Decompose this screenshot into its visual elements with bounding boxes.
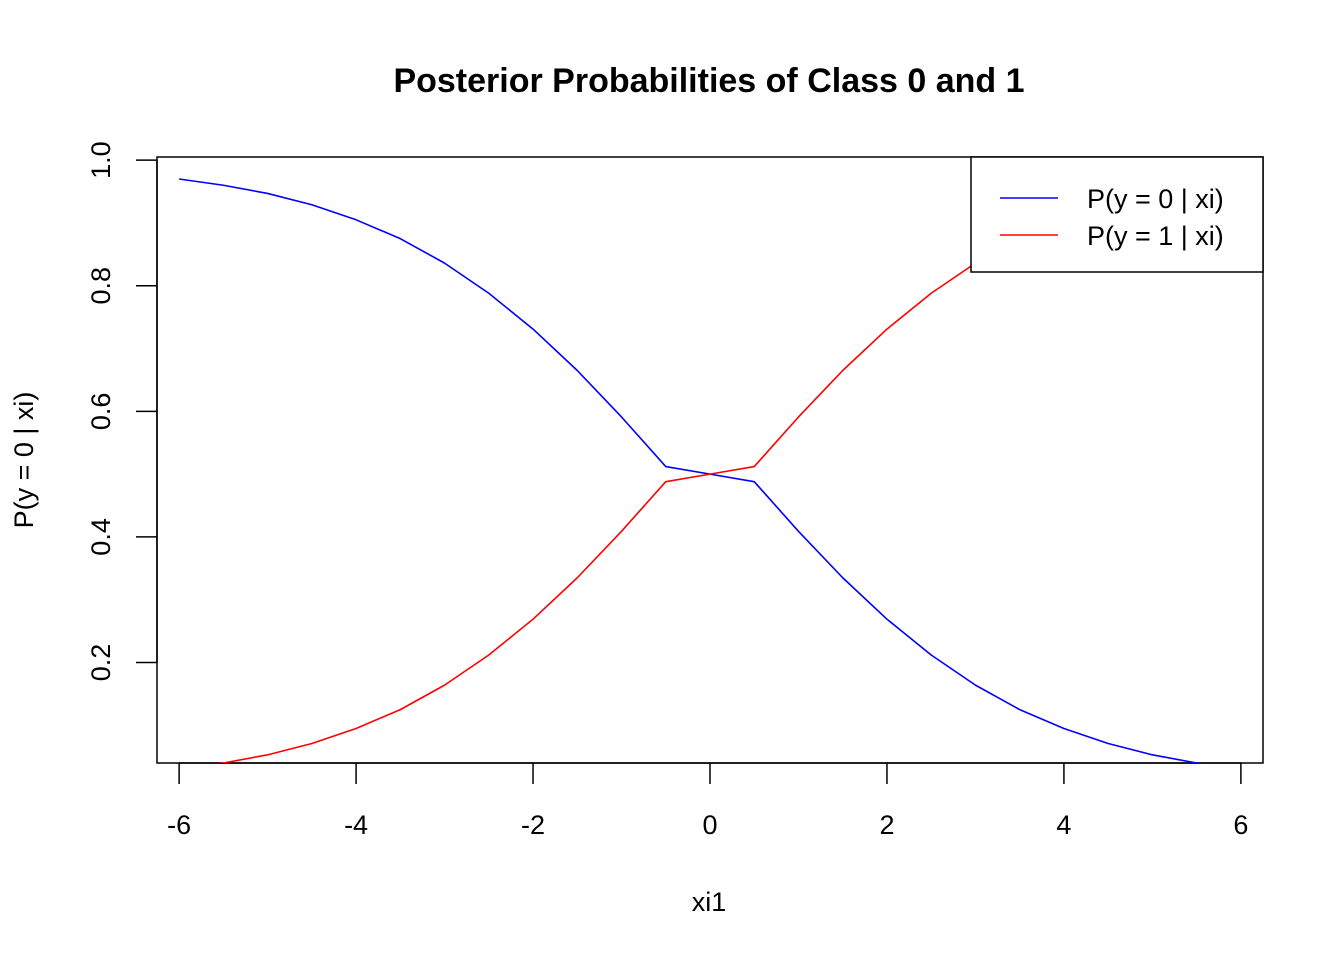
x-tick-label: -6 — [167, 810, 191, 840]
x-tick-label: -2 — [521, 810, 545, 840]
y-tick-label: 1.0 — [86, 141, 116, 179]
legend-box — [970, 156, 1264, 273]
legend-label-series-1: P(y = 1 | xi) — [1087, 221, 1224, 251]
y-tick-label: 0.4 — [86, 518, 116, 556]
x-tick-label: 6 — [1233, 810, 1248, 840]
x-tick-label: -4 — [344, 810, 368, 840]
legend: P(y = 0 | xi) P(y = 1 | xi) — [970, 156, 1264, 273]
x-tick-label: 4 — [1056, 810, 1071, 840]
y-tick-label: 0.6 — [86, 393, 116, 431]
y-tick-label: 0.8 — [86, 267, 116, 305]
legend-label-series-0: P(y = 0 | xi) — [1087, 184, 1224, 214]
y-axis: 0.2 0.4 0.6 0.8 1.0 — [86, 141, 158, 682]
y-axis-label: P(y = 0 | xi) — [9, 392, 39, 529]
y-tick-label: 0.2 — [86, 644, 116, 682]
x-tick-label: 2 — [879, 810, 894, 840]
x-tick-label: 0 — [702, 810, 717, 840]
x-axis: -6 -4 -2 0 2 4 6 — [167, 762, 1248, 840]
chart-title: Posterior Probabilities of Class 0 and 1 — [393, 62, 1024, 100]
x-axis-label: xi1 — [692, 887, 727, 917]
